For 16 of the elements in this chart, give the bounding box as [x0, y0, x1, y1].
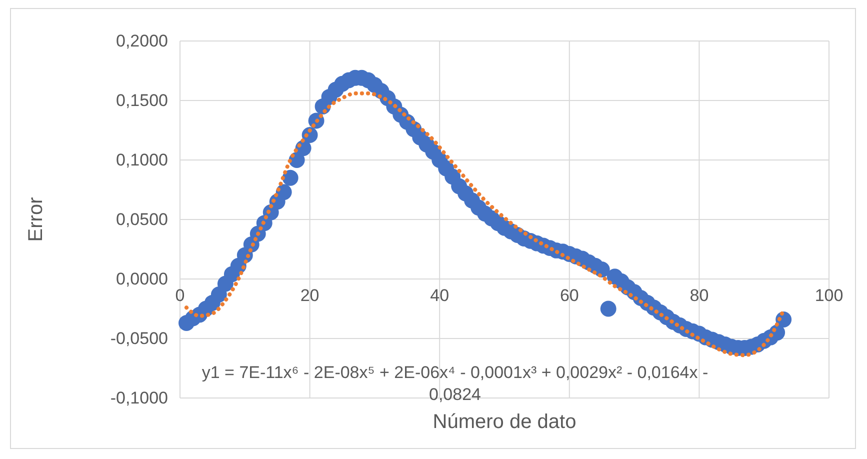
- x-tick-label: 80: [690, 286, 709, 306]
- y-tick-label: 0,0000: [116, 269, 168, 288]
- y-tick-label: -0,1000: [110, 388, 168, 408]
- y-tick-label: 0,1000: [116, 150, 168, 170]
- y-axis-title: Error: [25, 196, 47, 242]
- x-tick-label: 100: [814, 286, 844, 306]
- y-tick-label: 0,1500: [116, 90, 168, 110]
- y-tick-label: 0,0500: [116, 210, 168, 229]
- annotation: y1 = 7E-11x⁶ - 2E-08x⁵ + 2E-06x⁴ - 0,0001x³ + 0,0029x² - 0,0164x - 0,0824: [202, 363, 708, 404]
- x-tick-label: 40: [430, 286, 450, 306]
- y-tick-label: -0,0500: [110, 328, 168, 348]
- x-tick-label: 20: [300, 286, 320, 306]
- y-tick-label: 0,2000: [116, 31, 168, 50]
- x-tick-label: 60: [560, 286, 579, 306]
- x-tick-label: 0: [175, 286, 185, 306]
- x-axis-title: Número de dato: [432, 411, 576, 433]
